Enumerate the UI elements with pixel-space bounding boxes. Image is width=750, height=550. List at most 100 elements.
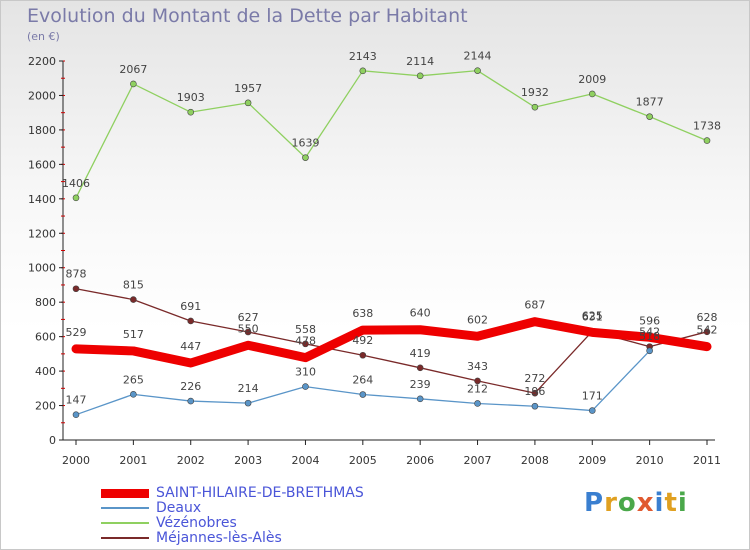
data-point	[645, 333, 654, 342]
x-tick-label: 2010	[636, 454, 664, 467]
data-point	[187, 317, 195, 325]
legend-item: SAINT-HILAIRE-DE-BRETHMAS	[101, 485, 401, 501]
data-label: 1877	[636, 96, 664, 109]
x-tick-label: 2002	[177, 454, 205, 467]
legend-swatch	[101, 507, 149, 509]
data-label: 2009	[578, 73, 606, 86]
series-line-saint-hilaire-de-brethmas	[71, 317, 712, 368]
data-label: 627	[238, 311, 259, 324]
data-label: 638	[352, 307, 373, 320]
data-label: 272	[524, 372, 545, 385]
data-point	[72, 194, 80, 202]
x-tick-label: 2011	[693, 454, 721, 467]
data-label: 478	[295, 335, 316, 348]
data-label: 628	[697, 311, 718, 324]
data-label: 171	[582, 390, 603, 403]
series-line-v-z-nobres	[75, 69, 708, 199]
data-point	[474, 400, 481, 407]
data-label: 2067	[119, 63, 147, 76]
y-tick-label: 2000	[28, 89, 56, 102]
y-tick-label: 2200	[28, 55, 56, 68]
series-line-m-jannes-l-s-al-s	[75, 288, 708, 394]
data-point	[244, 328, 252, 336]
proxiti-logo: Proxiti	[584, 488, 688, 518]
logo-letter: P	[584, 488, 605, 518]
chart-title: Evolution du Montant de la Dette par Hab…	[27, 5, 468, 27]
data-label: 878	[66, 268, 87, 281]
data-point	[531, 402, 539, 410]
data-point	[646, 347, 653, 355]
data-label: 2114	[406, 55, 434, 68]
legend-item: Vézénobres	[101, 515, 401, 531]
logo-letter: i	[654, 488, 665, 518]
data-point	[530, 317, 539, 326]
data-label: 625	[582, 309, 603, 322]
y-tick-label: 0	[49, 434, 56, 447]
data-label: 147	[66, 394, 87, 407]
data-label: 596	[639, 314, 660, 327]
x-tick-label: 2004	[291, 454, 319, 467]
data-label: 419	[410, 347, 431, 360]
data-point	[416, 364, 424, 372]
chart-subtitle: (en €)	[27, 30, 60, 43]
legend-item: Deaux	[101, 500, 401, 516]
legend-label: SAINT-HILAIRE-DE-BRETHMAS	[156, 485, 364, 501]
data-point	[646, 113, 653, 120]
data-label: 2144	[464, 50, 492, 63]
data-label: 226	[180, 380, 201, 393]
x-tick-label: 2008	[521, 454, 549, 467]
data-point	[703, 137, 711, 144]
data-label: 558	[295, 323, 316, 336]
y-tick-label: 1400	[28, 193, 56, 206]
data-point	[72, 285, 80, 293]
x-tick-label: 2009	[578, 454, 606, 467]
data-point	[359, 391, 367, 398]
data-point	[129, 346, 138, 355]
data-point	[531, 103, 539, 111]
legend-item: Méjannes-lès-Alès	[101, 530, 401, 546]
data-label: 1639	[291, 137, 319, 150]
data-point	[301, 353, 310, 362]
legend-label: Deaux	[156, 500, 202, 516]
data-label: 602	[467, 313, 488, 326]
y-tick-label: 200	[35, 400, 56, 413]
data-label: 214	[238, 382, 259, 395]
data-label: 691	[180, 300, 201, 313]
data-point	[358, 326, 367, 335]
data-point	[473, 332, 482, 341]
data-label: 631	[582, 310, 603, 323]
data-point	[588, 90, 596, 98]
data-label: 517	[123, 328, 144, 341]
data-label: 518	[639, 330, 660, 343]
data-label: 550	[238, 322, 259, 335]
data-point	[72, 411, 80, 418]
data-label: 640	[410, 307, 431, 320]
logo-letter: r	[604, 488, 618, 518]
data-label: 1903	[177, 91, 205, 104]
data-point	[187, 397, 195, 405]
legend-label: Méjannes-lès-Alès	[156, 530, 282, 546]
data-point	[244, 399, 252, 407]
data-point	[474, 67, 481, 74]
data-point	[302, 154, 309, 161]
data-point	[703, 342, 711, 351]
y-tick-label: 1000	[28, 262, 56, 275]
legend-swatch	[101, 488, 149, 498]
data-point	[302, 340, 309, 348]
data-label: 1406	[62, 177, 90, 190]
data-label: 815	[123, 279, 144, 292]
data-label: 529	[66, 326, 87, 339]
data-point	[187, 108, 195, 116]
logo-letter: o	[617, 488, 637, 518]
data-label: 212	[467, 382, 488, 395]
x-tick-label: 2003	[234, 454, 262, 467]
data-label: 265	[123, 373, 144, 386]
x-tick-label: 2005	[349, 454, 377, 467]
data-label: 1957	[234, 82, 262, 95]
data-point	[244, 99, 252, 107]
data-point	[244, 341, 253, 350]
x-tick-label: 2000	[62, 454, 90, 467]
data-point	[531, 389, 539, 397]
